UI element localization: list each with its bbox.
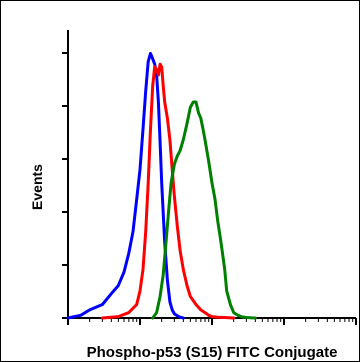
series-line-3	[151, 100, 257, 320]
x-axis-label: Phospho-p53 (S15) FITC Conjugate	[87, 344, 338, 361]
histogram-series	[66, 51, 257, 320]
series-line-1	[66, 51, 185, 320]
series-line-2	[100, 62, 236, 320]
y-axis-label: Events	[29, 164, 45, 210]
